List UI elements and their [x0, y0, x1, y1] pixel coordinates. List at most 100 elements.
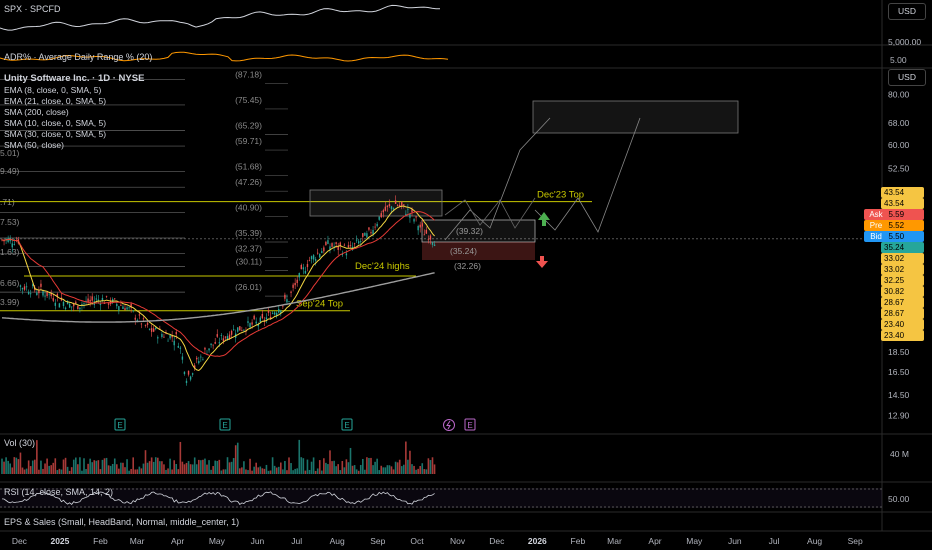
- volume-bar: [427, 458, 430, 474]
- volume-bar: [239, 468, 241, 474]
- indicator-ema21[interactable]: EMA (21, close, 0, SMA, 5): [4, 96, 107, 106]
- volume-bar: [362, 458, 364, 474]
- volume-bar: [255, 462, 257, 474]
- candle-body: [220, 334, 223, 336]
- volume-bar: [36, 440, 38, 474]
- volume-bar: [411, 464, 413, 474]
- candle-body: [40, 283, 42, 287]
- volume-bar: [198, 459, 200, 474]
- volume-bar: [265, 464, 268, 474]
- currency-button-main[interactable]: USD: [888, 69, 926, 86]
- sep24-top-label: Sep'24 Top: [296, 299, 343, 310]
- currency-button[interactable]: USD: [888, 3, 926, 20]
- volume-bar: [46, 458, 48, 474]
- candle-body: [179, 347, 182, 349]
- volume-bar: [275, 467, 278, 474]
- volume-bar: [257, 467, 260, 474]
- lightning-icon: [446, 420, 451, 430]
- volume-bar: [181, 461, 184, 474]
- candle-body: [191, 373, 194, 375]
- volume-bar: [5, 457, 7, 474]
- volume-bar: [58, 468, 61, 474]
- candle-body: [3, 240, 5, 242]
- price-tag-ask-badge: Ask: [864, 209, 888, 220]
- candle-body: [237, 327, 239, 332]
- volume-bar: [83, 458, 85, 474]
- level-label: (35.39): [235, 228, 262, 238]
- earnings-marker: [341, 418, 353, 431]
- candle-body: [54, 302, 56, 306]
- candle-body: [228, 334, 231, 339]
- volume-bar: [236, 442, 239, 474]
- rsi-pane-label: RSI (14, close, SMA, 14, 2): [4, 487, 114, 497]
- indicator-sma30[interactable]: SMA (30, close, 0, SMA, 5): [4, 129, 107, 139]
- price-axis-tick: 68.00: [888, 118, 910, 128]
- candle-body: [317, 252, 319, 254]
- projection-path-1: [444, 117, 551, 241]
- volume-bar: [431, 457, 434, 474]
- volume-bar: [99, 469, 102, 474]
- volume-bar: [335, 466, 337, 474]
- candle-body: [232, 329, 235, 331]
- candle-body: [331, 243, 333, 247]
- volume-bar: [150, 457, 153, 474]
- candle-body: [91, 296, 93, 301]
- volume-bar: [245, 469, 247, 474]
- volume-bar: [31, 460, 34, 474]
- volume-bar: [13, 457, 16, 474]
- indicator-ema8[interactable]: EMA (8, close, 0, SMA, 5): [4, 85, 102, 95]
- time-axis-tick: Sep: [370, 536, 385, 546]
- candle-body: [157, 337, 159, 339]
- volume-bar: [70, 467, 73, 474]
- candle-body: [278, 309, 280, 313]
- volume-bar: [142, 463, 145, 474]
- candle-body: [384, 206, 387, 211]
- volume-bars: [1, 439, 436, 474]
- volume-bar: [19, 452, 22, 474]
- volume-bar: [308, 469, 311, 474]
- candle-body: [175, 332, 177, 335]
- main-pane-title[interactable]: Unity Software Inc. · 1D · NYSE: [4, 73, 145, 84]
- candle-body: [239, 326, 241, 331]
- candle-body: [286, 299, 288, 303]
- candle-body: [292, 284, 294, 288]
- volume-bar: [136, 469, 139, 474]
- volume-bar: [171, 469, 173, 474]
- volume-bar: [247, 470, 249, 474]
- candle-body: [429, 235, 432, 240]
- level-label: (87.18): [235, 70, 262, 80]
- volume-bar: [23, 469, 26, 474]
- candle-body: [144, 324, 147, 326]
- indicator-sma10[interactable]: SMA (10, close, 0, SMA, 5): [4, 118, 107, 128]
- volume-bar: [17, 459, 20, 474]
- volume-bar: [11, 467, 14, 474]
- volume-bar: [9, 463, 11, 474]
- candle-body: [214, 342, 216, 344]
- time-axis-tick: Dec: [489, 536, 505, 546]
- candle-body: [419, 224, 421, 228]
- left-level-label: 3.99): [0, 297, 20, 307]
- candle-body: [382, 210, 384, 213]
- candle-body: [257, 324, 259, 327]
- indicator-list: EMA (8, close, 0, SMA, 5) EMA (21, close…: [4, 85, 106, 151]
- candle-body: [433, 244, 436, 247]
- volume-bar: [314, 470, 317, 474]
- price-tag: 23.40: [881, 319, 924, 330]
- candle-body: [288, 301, 290, 303]
- indicator-sma200[interactable]: SMA (200, close): [4, 107, 69, 117]
- indicator-sma50[interactable]: SMA (50, close): [4, 140, 64, 150]
- volume-bar: [286, 470, 288, 474]
- earnings-marker: [464, 418, 476, 431]
- candle-body: [202, 359, 204, 361]
- candle-body: [87, 298, 89, 303]
- volume-bar: [331, 461, 333, 474]
- volume-bar: [29, 466, 32, 474]
- candle-body: [370, 232, 372, 234]
- candle-body: [230, 330, 233, 335]
- volume-bar: [220, 470, 223, 474]
- adr-pane-label: ADR% · Average Daily Range % (20): [4, 52, 153, 62]
- adr-line: [0, 51, 449, 62]
- volume-bar: [316, 468, 319, 474]
- volume-bar: [249, 458, 251, 474]
- level-label: (47.26): [235, 177, 262, 187]
